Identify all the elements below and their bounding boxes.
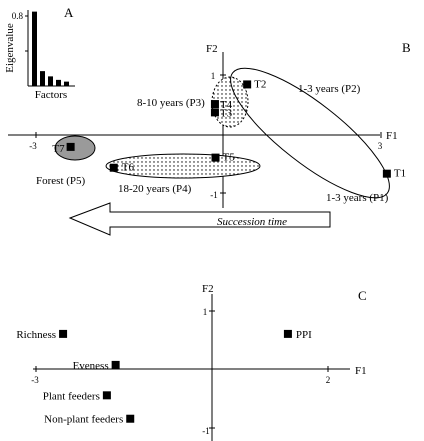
point-label-t3: T3 — [220, 107, 233, 119]
variable-point-richness — [59, 329, 68, 338]
panel-b-ytick-label-neg: -1 — [210, 190, 218, 200]
panel-c-xlabel: F1 — [355, 365, 367, 377]
point-label-t2: T2 — [254, 78, 266, 90]
point-label-t6: T6 — [122, 162, 135, 174]
panel-c-xtick-label-neg: -3 — [31, 375, 39, 385]
succession-label: Succession time — [217, 216, 287, 228]
panel-c: C F1 F2 -3 2 1 -1 Richness PPI Eveness Plan… — [16, 283, 367, 441]
bar-factor-2 — [40, 71, 45, 86]
panel-c-xtick-label-pos: 2 — [326, 375, 331, 385]
panel-a-ytick-label: 0.8 — [12, 11, 24, 21]
variable-label-ppi: PPI — [296, 329, 312, 341]
panel-b-xlabel: F1 — [386, 130, 398, 142]
panel-b-letter: B — [402, 40, 411, 55]
variable-point-non-plant-feeders — [126, 414, 135, 423]
group-ellipse-p5 — [54, 135, 96, 161]
point-label-t5: T5 — [223, 152, 236, 164]
group-label-p3: 8-10 years (P3) — [137, 97, 205, 109]
variable-point-ppi — [283, 329, 292, 338]
panel-c-ytick-label-pos: 1 — [203, 307, 208, 317]
group-label-p1: 1-3 years (P1) — [326, 192, 389, 204]
variable-label-plant-feeders: Plant feeders — [43, 390, 100, 402]
panel-a-letter: A — [64, 5, 74, 20]
point-t3 — [210, 108, 219, 117]
panel-b-xtick-label-pos: 3 — [378, 141, 383, 151]
variable-point-eveness — [111, 360, 120, 369]
point-label-t7: T7 — [52, 143, 65, 155]
group-ellipse-p3 — [211, 76, 249, 128]
panel-a: A 0.8 Eigenvalue Factors — [4, 5, 75, 101]
point-t7 — [66, 142, 75, 151]
panel-c-ytick-label-neg: -1 — [202, 426, 210, 436]
variable-label-richness: Richness — [16, 329, 56, 341]
group-label-p2: 1-3 years (P2) — [298, 83, 361, 95]
panel-b-xtick-label-neg: -3 — [29, 141, 37, 151]
panel-b: B F1 F2 -3 3 1 -1 1-3 years (P2) 8-10 ye… — [8, 40, 411, 236]
panel-a-bars — [32, 11, 69, 86]
point-t6 — [109, 163, 118, 172]
point-label-t1: T1 — [394, 168, 406, 180]
point-t1 — [382, 169, 391, 178]
variable-label-non-plant-feeders: Non-plant feeders — [44, 414, 123, 426]
variable-point-plant-feeders — [102, 391, 111, 400]
bar-factor-5 — [64, 81, 69, 86]
group-label-p5: Forest (P5) — [36, 175, 86, 187]
panel-b-ytick-label-pos: 1 — [211, 71, 216, 81]
bar-factor-1 — [32, 11, 37, 86]
group-ellipse-p4 — [105, 153, 261, 179]
bar-factor-4 — [56, 79, 61, 86]
point-label-t4: T4 — [220, 99, 233, 111]
panel-a-ylabel: Eigenvalue — [4, 23, 16, 73]
succession-arrow — [68, 202, 331, 236]
panel-a-xlabel: Factors — [35, 89, 67, 101]
point-t4 — [210, 100, 219, 109]
variable-label-eveness: Eveness — [73, 360, 109, 372]
group-ellipse-p1-p2 — [230, 67, 390, 199]
panel-c-ylabel: F2 — [202, 283, 214, 295]
panel-c-points: Richness PPI Eveness Plant feeders Non-plant… — [16, 329, 312, 426]
point-t5 — [211, 153, 220, 162]
panel-c-letter: C — [358, 288, 367, 303]
panel-b-ylabel: F2 — [206, 43, 218, 55]
group-label-p4: 18-20 years (P4) — [118, 183, 192, 195]
bar-factor-3 — [48, 76, 53, 86]
point-t2 — [243, 80, 252, 89]
